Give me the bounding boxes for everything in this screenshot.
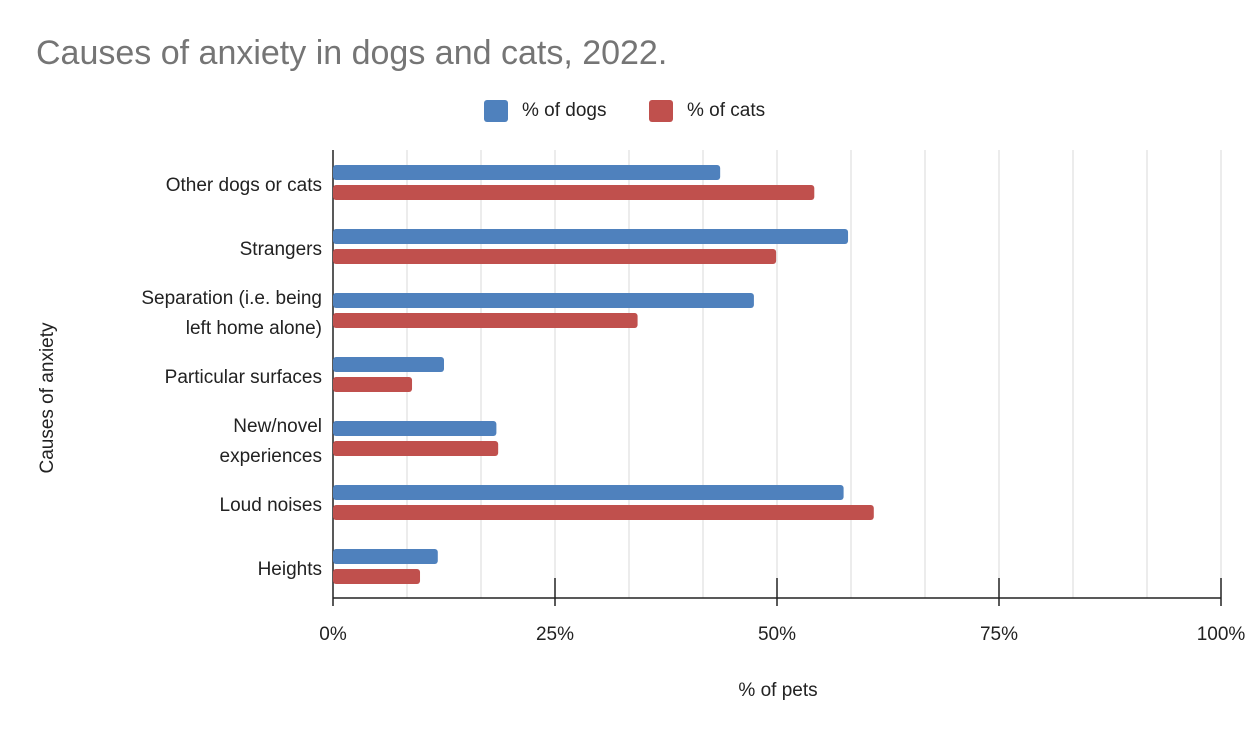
category-label: New/novel [233, 416, 322, 437]
bar-cats [333, 313, 638, 328]
bar-dogs [333, 549, 438, 564]
bar-cats [333, 569, 421, 584]
bar-cats [333, 441, 499, 456]
category-label: Heights [258, 559, 322, 580]
legend-item-cats: % of cats [649, 100, 765, 122]
x-tick-label: 100% [1197, 624, 1246, 645]
bar-dogs [333, 165, 721, 180]
bar-dogs [333, 293, 754, 308]
x-axis-label: % of pets [738, 680, 818, 701]
category-label: Particular surfaces [165, 367, 322, 388]
category-label: Strangers [240, 239, 322, 260]
x-tick-label: 25% [536, 624, 574, 645]
category-label: experiences [220, 446, 322, 467]
category-label: Loud noises [220, 495, 322, 516]
bar-dogs [333, 357, 444, 372]
legend-item-dogs: % of dogs [484, 100, 607, 122]
bar-dogs [333, 229, 849, 244]
bar-cats [333, 377, 413, 392]
legend-label-cats: % of cats [687, 100, 766, 121]
category-label: left home alone) [186, 318, 322, 339]
bar-cats [333, 185, 815, 200]
bar-dogs [333, 485, 844, 500]
bar-cats [333, 249, 777, 264]
chart-title: Causes of anxiety in dogs and cats, 2022… [36, 34, 668, 72]
bar-dogs [333, 421, 497, 436]
x-tick-label: 0% [319, 624, 347, 645]
x-tick-label: 75% [980, 624, 1018, 645]
x-tick-label: 50% [758, 624, 796, 645]
legend-label-dogs: % of dogs [522, 100, 607, 121]
bar-cats [333, 505, 874, 520]
category-label: Other dogs or cats [166, 175, 322, 196]
category-label: Separation (i.e. being [141, 288, 322, 309]
legend-swatch-cats [649, 100, 673, 122]
legend-swatch-dogs [484, 100, 508, 122]
